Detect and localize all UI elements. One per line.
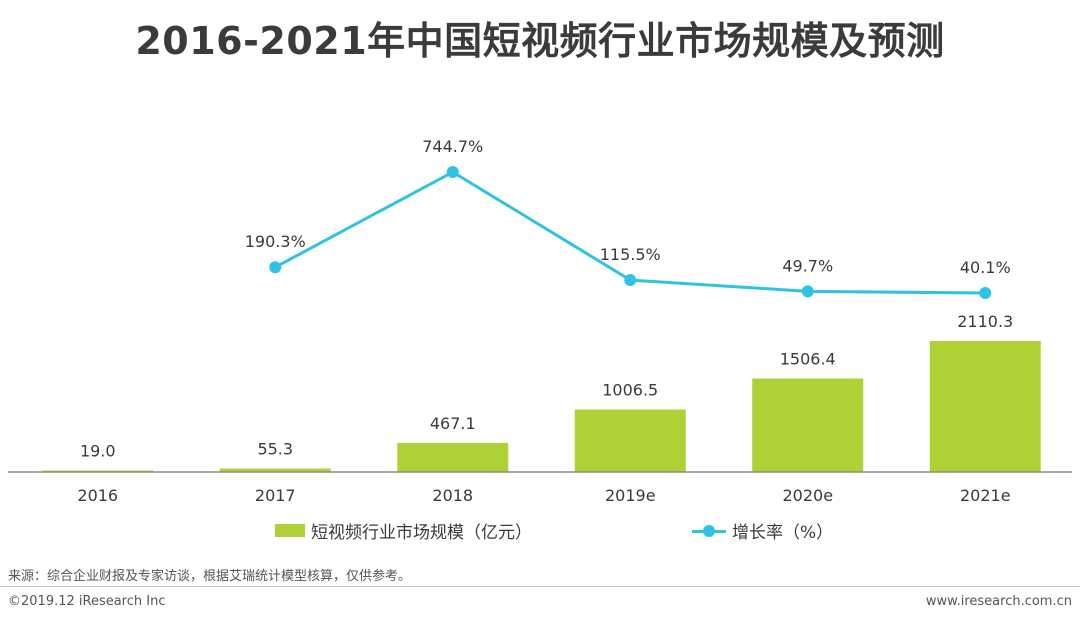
bar-2018 — [397, 443, 509, 472]
bar-value-label: 2110.3 — [957, 312, 1013, 331]
growth-point-2017 — [269, 261, 282, 274]
growth-value-label: 40.1% — [960, 258, 1011, 277]
combo-chart: 19.0 55.3 467.1 1006.5 1506.4 2110.3 2016 2017 2… — [8, 137, 1072, 505]
bar-2019e — [574, 409, 686, 472]
growth-point-2018 — [446, 166, 459, 179]
growth-point-2020e — [801, 285, 814, 298]
legend-item-line[interactable]: 增长率（%） — [692, 518, 833, 543]
growth-value-label: 744.7% — [422, 137, 483, 156]
x-tick-label: 2021e — [960, 486, 1011, 505]
growth-value-label: 190.3% — [245, 232, 306, 251]
bar-value-label: 1506.4 — [780, 349, 836, 368]
bar-2021e — [929, 341, 1041, 472]
copyright-text: ©2019.12 iResearch Inc — [8, 594, 166, 609]
legend: 短视频行业市场规模（亿元） 增长率（%） — [0, 518, 1080, 544]
chart-title: 2016-2021年中国短视频行业市场规模及预测 — [135, 19, 945, 63]
legend-bar-swatch — [275, 524, 305, 537]
website-link[interactable]: www.iresearch.com.cn — [925, 594, 1072, 609]
legend-bar-label: 短视频行业市场规模（亿元） — [311, 523, 532, 543]
legend-line-label: 增长率（%） — [732, 523, 834, 543]
growth-value-label: 49.7% — [782, 256, 833, 275]
bar-value-label: 19.0 — [80, 442, 116, 461]
growth-value-label: 115.5% — [600, 245, 661, 264]
legend-line-swatch — [692, 524, 726, 538]
bar-2020e — [752, 378, 864, 472]
source-note: 来源：综合企业财报及专家访谈，根据艾瑞统计模型核算，仅供参考。 — [8, 569, 412, 584]
x-tick-label: 2020e — [782, 486, 833, 505]
x-tick-label: 2019e — [605, 486, 656, 505]
x-tick-label: 2017 — [255, 486, 296, 505]
x-tick-label: 2018 — [432, 486, 473, 505]
x-tick-label: 2016 — [77, 486, 118, 505]
legend-item-bar[interactable]: 短视频行业市场规模（亿元） — [275, 518, 532, 543]
bar-2017 — [219, 468, 331, 472]
bar-value-label: 1006.5 — [602, 381, 658, 400]
bars-layer — [42, 341, 1041, 472]
labels-layer: 19.0 55.3 467.1 1006.5 1506.4 2110.3 2016 2017 2… — [77, 137, 1013, 505]
line-layer — [269, 166, 992, 299]
growth-point-2021e — [979, 286, 992, 299]
bar-value-label: 55.3 — [257, 440, 293, 459]
bar-value-label: 467.1 — [430, 414, 476, 433]
growth-point-2019e — [624, 274, 637, 287]
footer-divider — [0, 586, 1080, 587]
